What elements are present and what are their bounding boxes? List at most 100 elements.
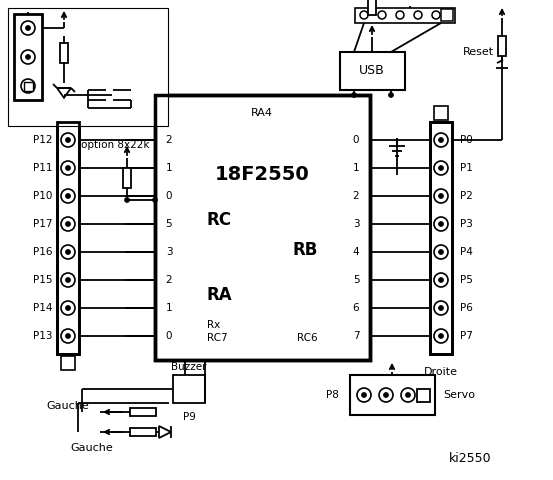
Text: P3: P3	[460, 219, 473, 229]
Text: P4: P4	[460, 247, 473, 257]
Text: P15: P15	[33, 275, 52, 285]
Text: 2: 2	[166, 275, 173, 285]
Circle shape	[65, 221, 70, 227]
Circle shape	[434, 329, 448, 343]
Circle shape	[61, 301, 75, 315]
Circle shape	[414, 11, 422, 19]
Circle shape	[396, 11, 404, 19]
Circle shape	[439, 250, 444, 254]
Circle shape	[357, 388, 371, 402]
Text: 0: 0	[353, 135, 359, 145]
Text: 0: 0	[166, 331, 172, 341]
Text: 1: 1	[166, 163, 173, 173]
Circle shape	[434, 217, 448, 231]
Bar	[350, 375, 435, 415]
Bar	[430, 122, 452, 354]
Text: P10: P10	[33, 191, 52, 201]
Bar	[130, 408, 156, 416]
Circle shape	[432, 11, 440, 19]
Circle shape	[65, 137, 70, 143]
Text: P8: P8	[326, 390, 338, 400]
Circle shape	[360, 11, 368, 19]
Circle shape	[434, 301, 448, 315]
Circle shape	[434, 189, 448, 203]
Text: Servo: Servo	[443, 390, 475, 400]
Text: Reset: Reset	[463, 47, 494, 57]
Bar	[430, 122, 452, 354]
Bar	[61, 356, 75, 370]
Text: Gauche: Gauche	[71, 443, 113, 453]
Bar	[57, 122, 79, 354]
Circle shape	[439, 137, 444, 143]
Bar	[57, 122, 79, 354]
Circle shape	[439, 334, 444, 338]
Bar	[14, 14, 42, 100]
Text: 18F2550: 18F2550	[215, 166, 309, 184]
Text: 7: 7	[353, 331, 359, 341]
Text: P7: P7	[460, 331, 473, 341]
Circle shape	[61, 161, 75, 175]
Text: 5: 5	[353, 275, 359, 285]
Circle shape	[21, 50, 35, 64]
Text: RC: RC	[207, 211, 232, 229]
Circle shape	[389, 93, 394, 97]
Text: P14: P14	[33, 303, 52, 313]
Text: P17: P17	[33, 219, 52, 229]
Text: 2: 2	[166, 135, 173, 145]
Bar	[24, 82, 33, 91]
Circle shape	[434, 245, 448, 259]
Text: RA4: RA4	[251, 108, 273, 118]
Text: RC6: RC6	[298, 333, 318, 343]
Circle shape	[61, 329, 75, 343]
Text: P6: P6	[460, 303, 473, 313]
Circle shape	[61, 245, 75, 259]
Circle shape	[65, 166, 70, 170]
Text: Gauche: Gauche	[46, 401, 90, 411]
Bar	[155, 95, 370, 360]
Circle shape	[434, 161, 448, 175]
Bar	[173, 375, 205, 403]
Circle shape	[124, 197, 129, 203]
Circle shape	[434, 273, 448, 287]
Circle shape	[153, 197, 158, 203]
Bar	[417, 389, 430, 402]
Bar	[155, 95, 370, 360]
Text: 5: 5	[166, 219, 173, 229]
Circle shape	[362, 393, 367, 397]
Circle shape	[25, 84, 30, 88]
Text: P13: P13	[33, 331, 52, 341]
Circle shape	[61, 133, 75, 147]
Text: 3: 3	[166, 247, 173, 257]
Bar	[368, 0, 376, 15]
Text: 3: 3	[353, 219, 359, 229]
Circle shape	[61, 189, 75, 203]
Text: P1: P1	[460, 163, 473, 173]
Text: Rx: Rx	[207, 320, 220, 330]
Circle shape	[439, 277, 444, 283]
Circle shape	[383, 393, 389, 397]
Text: 4: 4	[353, 247, 359, 257]
Text: 1: 1	[166, 303, 173, 313]
Text: P12: P12	[33, 135, 52, 145]
Text: Droite: Droite	[424, 367, 458, 377]
Circle shape	[434, 133, 448, 147]
Text: P0: P0	[460, 135, 473, 145]
Circle shape	[65, 334, 70, 338]
Bar	[123, 168, 131, 188]
Circle shape	[405, 393, 410, 397]
Circle shape	[65, 277, 70, 283]
Text: P9: P9	[182, 412, 195, 422]
Text: 1: 1	[353, 163, 359, 173]
Text: RB: RB	[293, 241, 318, 259]
Circle shape	[61, 217, 75, 231]
Text: P16: P16	[33, 247, 52, 257]
Text: USB: USB	[359, 64, 385, 77]
Circle shape	[401, 388, 415, 402]
Circle shape	[21, 79, 35, 93]
Bar	[434, 106, 448, 120]
Text: RC7: RC7	[207, 333, 228, 343]
Bar	[340, 52, 405, 90]
Text: Buzzer: Buzzer	[171, 362, 207, 372]
Circle shape	[25, 55, 30, 60]
Circle shape	[378, 11, 386, 19]
